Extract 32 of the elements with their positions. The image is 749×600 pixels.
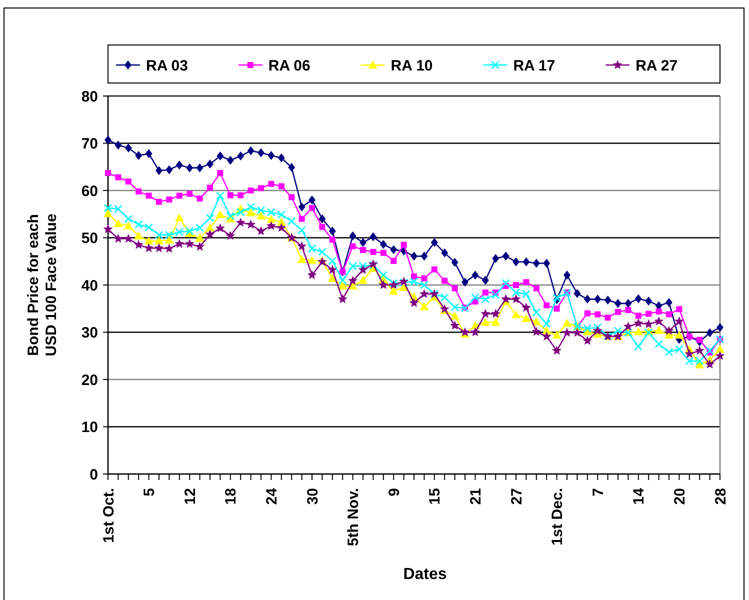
y-tick-label: 40 — [81, 277, 98, 294]
x-tick-label: 30 — [304, 488, 322, 505]
x-tick-label: 21 — [467, 488, 484, 505]
x-tick-label: 15 — [426, 488, 444, 505]
x-tick-label: 5th Nov. — [345, 488, 362, 546]
legend-label: RA 10 — [390, 57, 433, 74]
legend-label: RA 17 — [513, 57, 556, 74]
x-tick-label: 1st Dec. — [549, 488, 566, 546]
x-axis-title: Dates — [403, 566, 447, 583]
y-tick-label: 30 — [81, 324, 98, 342]
x-tick-label: 27 — [508, 488, 526, 505]
y-axis-title: Bond Price for each USD 100 Face Value — [25, 214, 60, 356]
x-tick-label: 14 — [630, 487, 648, 505]
legend-label: RA 06 — [268, 57, 310, 74]
x-tick-label: 12 — [182, 488, 199, 505]
y-tick-label: 0 — [90, 466, 98, 484]
y-tick-label: 50 — [81, 230, 98, 247]
legend-label: RA 27 — [636, 57, 678, 74]
x-tick-label: 18 — [222, 488, 240, 505]
y-tick-label: 70 — [81, 136, 98, 152]
x-tick-label: 24 — [263, 487, 280, 505]
legend-label: RA 03 — [146, 57, 188, 74]
x-tick-label: 5 — [141, 488, 158, 496]
x-tick-label: 1st Oct. — [100, 488, 118, 544]
x-tick-label: 9 — [386, 488, 403, 496]
x-tick-label: 20 — [671, 488, 688, 505]
y-tick-label: 10 — [81, 419, 98, 436]
y-tick-label: 80 — [81, 88, 98, 106]
x-tick-label: 7 — [590, 488, 607, 496]
y-tick-label: 20 — [81, 372, 98, 389]
y-tick-label: 60 — [81, 182, 98, 200]
x-tick-label: 28 — [712, 488, 730, 505]
